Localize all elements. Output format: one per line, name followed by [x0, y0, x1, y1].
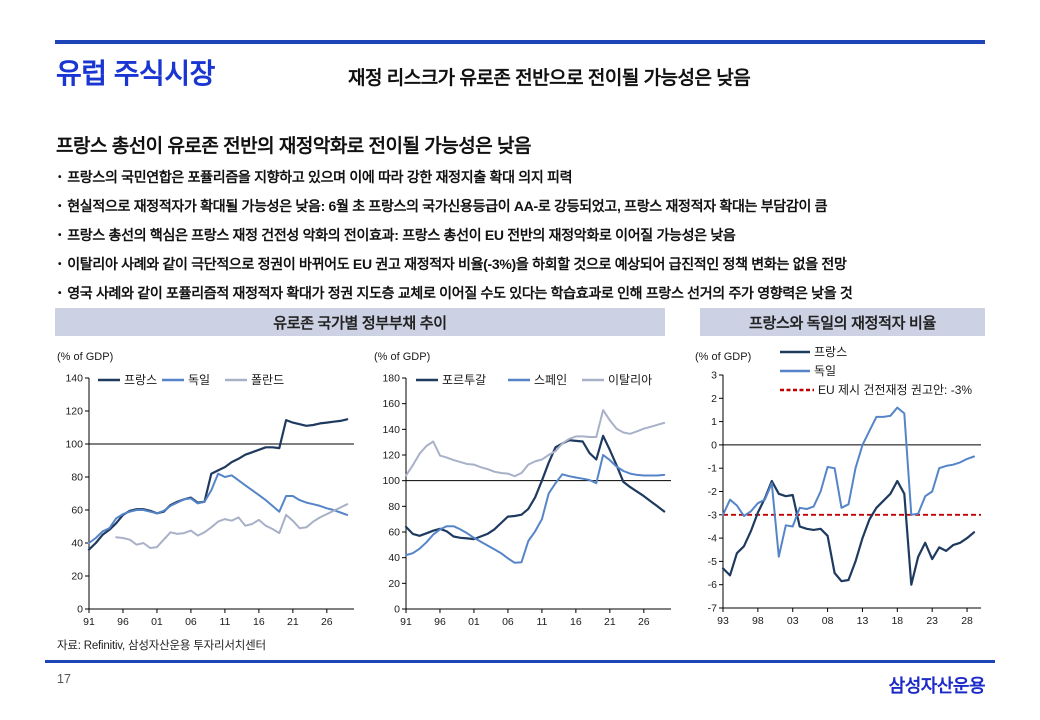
svg-text:21: 21 [287, 616, 299, 628]
bullet-item: • 영국 사례와 같이 포퓰리즘적 재정적자 확대가 정권 지도층 교체로 이어질… [58, 279, 998, 308]
bullet-text: 영국 사례와 같이 포퓰리즘적 재정적자 확대가 정권 지도층 교체로 이어질 … [67, 285, 853, 301]
bullet-marker: • [58, 259, 62, 270]
svg-text:20: 20 [388, 578, 400, 590]
bullet-marker: • [58, 201, 62, 212]
bullet-marker: • [58, 288, 62, 299]
svg-text:96: 96 [117, 616, 129, 628]
svg-text:98: 98 [752, 615, 764, 627]
line-chart-svg: 0 20 40 60 80 100 120 140 91 96 01 06 11 16 21 26 프랑스 독일 폴… [57, 351, 354, 628]
svg-text:80: 80 [388, 501, 400, 513]
chart-govt-debt-periphery: 0 20 40 60 80 100 120 140 160 180 91 96 01 06 11 16 21 26… [372, 348, 677, 633]
section-heading: 프랑스 총선이 유로존 전반의 재정악화로 전이될 가능성은 낮음 [56, 136, 531, 157]
svg-text:EU 제시 건전재정 권고안: -3%: EU 제시 건전재정 권고안: -3% [818, 383, 972, 397]
source-note: 자료: Refinitiv, 삼성자산운용 투자리서치센터 [57, 640, 266, 652]
svg-text:1: 1 [711, 416, 717, 428]
svg-text:40: 40 [388, 552, 400, 564]
svg-text:140: 140 [382, 424, 400, 436]
svg-text:-2: -2 [708, 486, 717, 498]
svg-text:28: 28 [961, 615, 973, 627]
svg-text:26: 26 [638, 616, 650, 628]
bullet-list: • 프랑스의 국민연합은 포퓰리즘을 지향하고 있으며 이에 따라 강한 재정지출… [58, 163, 998, 308]
svg-text:93: 93 [717, 615, 729, 627]
svg-text:06: 06 [502, 616, 514, 628]
svg-text:140: 140 [65, 373, 83, 385]
bullet-text: 프랑스의 국민연합은 포퓰리즘을 지향하고 있으며 이에 따라 강한 재정지출 … [67, 169, 573, 185]
svg-text:06: 06 [185, 616, 197, 628]
panel-header-deficit: 프랑스와 독일의 재정적자 비율 [700, 308, 985, 336]
svg-text:스페인: 스페인 [534, 373, 567, 387]
svg-text:91: 91 [83, 616, 95, 628]
svg-text:0: 0 [711, 439, 717, 451]
svg-text:포르투갈: 포르투갈 [442, 373, 486, 387]
svg-text:100: 100 [65, 439, 83, 451]
bullet-item: • 이탈리아 사례와 같이 극단적으로 정권이 바뀌어도 EU 권고 재정적자 비… [58, 250, 998, 279]
bullet-text: 이탈리아 사례와 같이 극단적으로 정권이 바뀌어도 EU 권고 재정적자 비율… [67, 256, 847, 272]
svg-text:160: 160 [382, 398, 400, 410]
svg-text:91: 91 [400, 616, 412, 628]
svg-text:21: 21 [604, 616, 616, 628]
svg-text:80: 80 [71, 472, 83, 484]
bullet-text: 프랑스 총선의 핵심은 프랑스 재정 건전성 악화의 전이효과: 프랑스 총선이… [67, 227, 736, 243]
svg-text:40: 40 [71, 538, 83, 550]
svg-text:120: 120 [65, 406, 83, 418]
svg-text:0: 0 [77, 604, 83, 616]
svg-text:프랑스: 프랑스 [814, 345, 847, 359]
svg-text:23: 23 [926, 615, 938, 627]
svg-text:-3: -3 [708, 509, 717, 521]
svg-text:2: 2 [711, 393, 717, 405]
svg-text:-4: -4 [708, 533, 717, 545]
svg-text:20: 20 [71, 571, 83, 583]
bullet-item: • 현실적으로 재정적자가 확대될 가능성은 낮음: 6월 초 프랑스의 국가신용… [58, 192, 998, 221]
svg-text:(% of GDP): (% of GDP) [374, 351, 430, 363]
chart-govt-debt-core: 0 20 40 60 80 100 120 140 91 96 01 06 11 16 21 26 프랑스 독일 폴… [55, 348, 360, 633]
svg-text:-7: -7 [708, 603, 717, 615]
svg-text:08: 08 [822, 615, 834, 627]
top-divider-rule [55, 40, 985, 44]
bullet-text: 현실적으로 재정적자가 확대될 가능성은 낮음: 6월 초 프랑스의 국가신용등… [67, 198, 828, 214]
svg-text:180: 180 [382, 373, 400, 385]
svg-text:26: 26 [321, 616, 333, 628]
svg-text:이탈리아: 이탈리아 [608, 373, 652, 387]
svg-text:-1: -1 [708, 463, 717, 475]
page-number: 17 [57, 672, 71, 686]
svg-text:폴란드: 폴란드 [251, 373, 284, 387]
company-logo: 삼성자산운용 [888, 676, 986, 696]
svg-text:60: 60 [388, 527, 400, 539]
svg-text:프랑스: 프랑스 [124, 373, 157, 387]
svg-text:96: 96 [434, 616, 446, 628]
svg-text:11: 11 [219, 616, 230, 628]
svg-text:60: 60 [71, 505, 83, 517]
chart-fiscal-deficit: -7 -6 -5 -4 -3 -2 -1 0 1 2 3 93 98 03 08 13 18 23 28 프랑스 독일 E… [693, 342, 993, 632]
svg-text:(% of GDP): (% of GDP) [695, 351, 751, 363]
svg-text:11: 11 [536, 616, 547, 628]
bullet-item: • 프랑스 총선의 핵심은 프랑스 재정 건전성 악화의 전이효과: 프랑스 총선… [58, 221, 998, 250]
bullet-marker: • [58, 230, 62, 241]
svg-text:3: 3 [711, 370, 717, 382]
svg-text:18: 18 [891, 615, 903, 627]
svg-text:13: 13 [857, 615, 869, 627]
svg-text:독일: 독일 [188, 373, 210, 387]
bullet-item: • 프랑스의 국민연합은 포퓰리즘을 지향하고 있으며 이에 따라 강한 재정지출… [58, 163, 998, 192]
svg-text:-6: -6 [708, 579, 717, 591]
page-title: 유럽 주식시장 [56, 58, 215, 89]
bullet-marker: • [58, 172, 62, 183]
svg-text:0: 0 [394, 604, 400, 616]
svg-text:-5: -5 [708, 556, 717, 568]
svg-text:16: 16 [253, 616, 265, 628]
line-chart-svg: 0 20 40 60 80 100 120 140 160 180 91 96 01 06 11 16 21 26… [374, 351, 671, 628]
svg-text:01: 01 [151, 616, 163, 628]
svg-text:120: 120 [382, 450, 400, 462]
svg-text:독일: 독일 [814, 364, 836, 378]
page-subtitle: 재정 리스크가 유로존 전반으로 전이될 가능성은 낮음 [348, 68, 751, 89]
svg-text:01: 01 [468, 616, 480, 628]
svg-text:100: 100 [382, 475, 400, 487]
svg-text:16: 16 [570, 616, 582, 628]
bottom-divider-rule [45, 660, 995, 663]
panel-header-debt: 유로존 국가별 정부부채 추이 [55, 308, 665, 336]
svg-text:(% of GDP): (% of GDP) [57, 351, 113, 363]
svg-text:03: 03 [787, 615, 799, 627]
